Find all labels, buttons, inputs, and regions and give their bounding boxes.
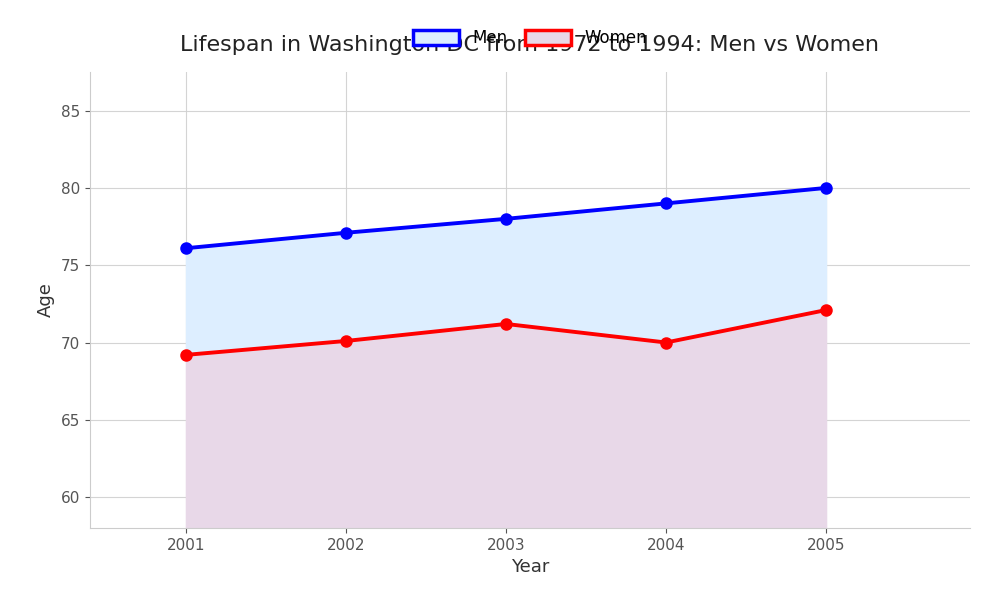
Legend: Men, Women: Men, Women	[404, 21, 656, 56]
Title: Lifespan in Washington DC from 1972 to 1994: Men vs Women: Lifespan in Washington DC from 1972 to 1…	[180, 35, 880, 55]
Y-axis label: Age: Age	[37, 283, 55, 317]
X-axis label: Year: Year	[511, 558, 549, 576]
